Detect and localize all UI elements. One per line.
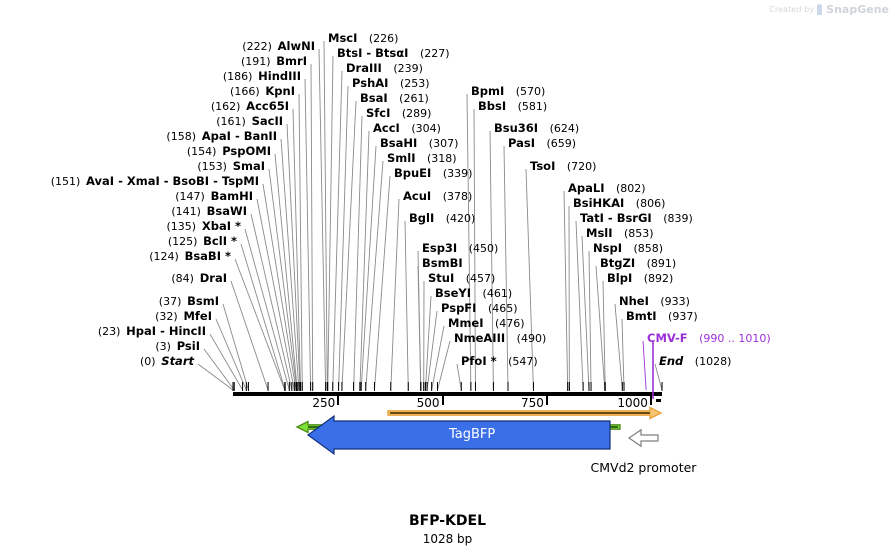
enzyme-label-mfei[interactable]: (32) MfeI <box>155 309 212 323</box>
enzyme-label-pspomi[interactable]: (154) PspOMI <box>186 144 271 158</box>
enzyme-label-cmvf[interactable]: CMV-F (990 .. 1010) <box>647 331 771 345</box>
ruler-tick-1000 <box>650 396 653 405</box>
enzyme-label-btsi[interactable]: BtsI - BtsαI (227) <box>337 46 450 60</box>
enzyme-label-sacii[interactable]: (161) SacII <box>216 114 283 128</box>
watermark-prefix: Created by <box>769 5 815 14</box>
ruler-tick-250 <box>337 396 340 405</box>
end-marker <box>656 399 661 402</box>
enzyme-label-pfoi[interactable]: PfoI * (547) <box>461 354 538 368</box>
enzyme-label-msli[interactable]: MslI (853) <box>586 226 654 240</box>
enzyme-label-bsabi[interactable]: (124) BsaBI * <box>149 249 231 263</box>
enzyme-label-tati[interactable]: TatI - BsrGI (839) <box>580 211 693 225</box>
enzyme-label-psii[interactable]: (3) PsiI <box>155 339 200 353</box>
page-title: BFP-KDEL <box>408 513 486 529</box>
enzyme-label-bsu36i[interactable]: Bsu36I (624) <box>494 121 580 135</box>
enzyme-label-btgzi[interactable]: BtgZI (891) <box>600 256 677 270</box>
enzyme-label-kpni[interactable]: (166) KpnI <box>230 84 295 98</box>
enzyme-label-bcli[interactable]: (125) BclI * <box>167 234 237 248</box>
enzyme-label-bsihkai[interactable]: BsiHKAI (806) <box>573 196 666 210</box>
feature-tagbfp[interactable] <box>306 414 611 456</box>
snapgene-watermark: Created by SnapGene <box>769 3 889 16</box>
feature-label-tagbfp: TagBFP <box>449 427 496 442</box>
enzyme-label-acci[interactable]: AccI (304) <box>373 121 441 135</box>
feature-cmvd2[interactable] <box>627 428 659 448</box>
ruler-tick-label-500: 500 <box>416 396 440 410</box>
enzyme-label-sfci[interactable]: SfcI (289) <box>366 106 432 120</box>
enzyme-label-nhei[interactable]: NheI (933) <box>619 294 690 308</box>
enzyme-label-bpuei[interactable]: BpuEI (339) <box>394 166 473 180</box>
enzyme-label-bsahi[interactable]: BsaHI (307) <box>380 136 459 150</box>
enzyme-label-avai[interactable]: (151) AvaI - XmaI - BsoBI - TspMI <box>50 174 259 188</box>
ruler-tick-750 <box>545 396 548 405</box>
enzyme-label-bgli[interactable]: BglI (420) <box>409 211 476 225</box>
enzyme-label-bbsi[interactable]: BbsI (581) <box>478 99 548 113</box>
enzyme-label-bsmi[interactable]: (37) BsmI <box>158 294 219 308</box>
enzyme-label-pspfi[interactable]: PspFI (465) <box>441 301 518 315</box>
enzyme-label-end[interactable]: End (1028) <box>659 354 732 368</box>
feature-label-cmvd2: CMVd2 promoter <box>590 460 697 475</box>
enzyme-label-blpi[interactable]: BlpI (892) <box>607 271 674 285</box>
enzyme-label-bseyi[interactable]: BseYI (461) <box>435 286 513 300</box>
enzyme-label-pasi[interactable]: PasI (659) <box>508 136 577 150</box>
enzyme-label-hindiii[interactable]: (186) HindIII <box>222 69 301 83</box>
ruler-tick-500 <box>441 396 444 405</box>
enzyme-label-xbai[interactable]: (135) XbaI * <box>166 219 242 233</box>
ruler-tick-label-750: 750 <box>520 396 544 410</box>
enzyme-label-hpai[interactable]: (23) HpaI - HincII <box>97 324 206 338</box>
enzyme-label-bmri[interactable]: (191) BmrI <box>240 54 307 68</box>
enzyme-label-smli[interactable]: SmlI (318) <box>387 151 457 165</box>
enzyme-label-smai[interactable]: (153) SmaI <box>197 159 265 173</box>
enzyme-label-nmeaiii[interactable]: NmeAIII (490) <box>454 331 547 345</box>
enzyme-label-bamhi[interactable]: (147) BamHI <box>175 189 253 203</box>
enzyme-label-esp3i[interactable]: Esp3I (450) <box>422 241 499 255</box>
enzyme-label-msci[interactable]: MscI (226) <box>328 31 399 45</box>
enzyme-label-bpmi[interactable]: BpmI (570) <box>471 84 546 98</box>
enzyme-label-drai[interactable]: (84) DraI <box>171 271 227 285</box>
enzyme-label-draiii[interactable]: DraIII (239) <box>346 61 423 75</box>
enzyme-label-acui[interactable]: AcuI (378) <box>403 189 473 203</box>
enzyme-label-tsoi[interactable]: TsoI (720) <box>530 159 597 173</box>
ruler-tick-label-250: 250 <box>312 396 336 410</box>
enzyme-label-apali[interactable]: ApaLI (802) <box>568 181 646 195</box>
enzyme-label-bsmbi[interactable]: BsmBI <box>422 256 463 270</box>
enzyme-label-start[interactable]: (0) Start <box>139 354 194 368</box>
enzyme-label-bsawi[interactable]: (141) BsaWI <box>171 204 247 218</box>
sequence-backbone-bar[interactable] <box>233 392 662 396</box>
enzyme-label-nspi[interactable]: NspI (858) <box>593 241 664 255</box>
enzyme-label-apai[interactable]: (158) ApaI - BanII <box>166 129 277 143</box>
ruler-tick-label-1000: 1000 <box>617 396 648 410</box>
page-subtitle: 1028 bp <box>422 532 473 546</box>
snapgene-logo-icon <box>817 4 823 15</box>
enzyme-label-bmti[interactable]: BmtI (937) <box>626 309 698 323</box>
enzyme-label-acc65i[interactable]: (162) Acc65I <box>210 99 289 113</box>
enzyme-label-pshai[interactable]: PshAI (253) <box>352 76 430 90</box>
enzyme-label-alwni[interactable]: (222) AlwNI <box>242 39 315 53</box>
enzyme-label-mmei[interactable]: MmeI (476) <box>448 316 525 330</box>
watermark-brand: SnapGene <box>826 3 889 16</box>
enzyme-label-bsai[interactable]: BsaI (261) <box>360 91 429 105</box>
enzyme-label-stui[interactable]: StuI (457) <box>428 271 496 285</box>
